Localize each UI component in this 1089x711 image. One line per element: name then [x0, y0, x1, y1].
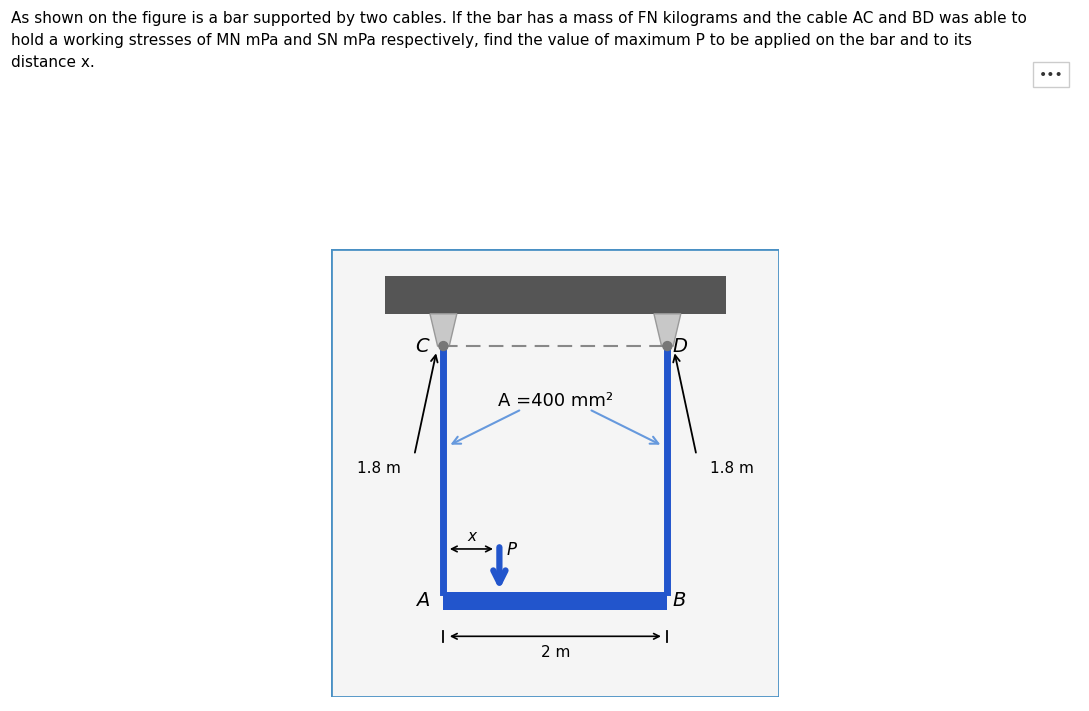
Polygon shape	[653, 314, 681, 346]
Text: A =400 mm²: A =400 mm²	[498, 392, 613, 410]
Text: 1.8 m: 1.8 m	[710, 461, 754, 476]
Text: C: C	[415, 336, 429, 356]
Text: As shown on the figure is a bar supported by two cables. If the bar has a mass o: As shown on the figure is a bar supporte…	[11, 11, 1027, 70]
Circle shape	[663, 341, 672, 351]
Text: A: A	[416, 592, 429, 611]
Text: •••: •••	[1039, 68, 1063, 82]
Bar	[443, 592, 668, 610]
Bar	[386, 276, 725, 314]
Polygon shape	[430, 314, 457, 346]
FancyBboxPatch shape	[331, 249, 780, 697]
Text: 2 m: 2 m	[541, 646, 570, 661]
Text: 1.8 m: 1.8 m	[357, 461, 401, 476]
Text: x: x	[467, 528, 476, 544]
Circle shape	[439, 341, 448, 351]
Text: P: P	[506, 541, 516, 559]
Text: D: D	[673, 336, 688, 356]
Text: B: B	[673, 592, 686, 611]
